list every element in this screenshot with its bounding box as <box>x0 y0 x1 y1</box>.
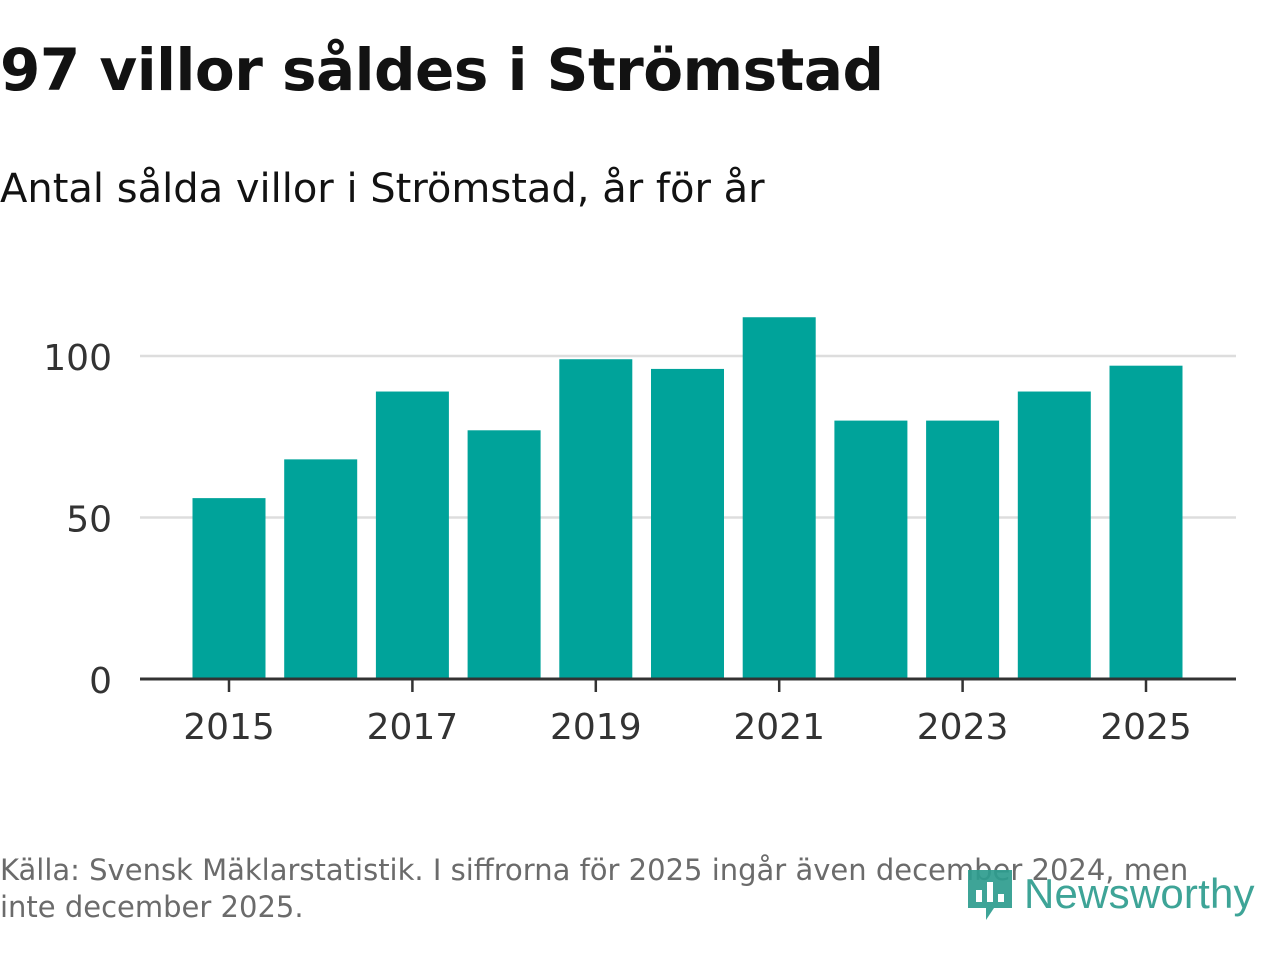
bar-2018 <box>467 430 541 679</box>
bar-2015 <box>192 498 266 679</box>
y-tick-label-50: 50 <box>66 500 112 541</box>
bar-2023 <box>926 420 1000 679</box>
bar-2021 <box>742 317 816 679</box>
newsworthy-logo-icon <box>968 870 1012 920</box>
bar-2022 <box>834 420 908 679</box>
x-tick-label-2019: 2019 <box>550 707 642 748</box>
chart-title: 97 villor såldes i Strömstad <box>0 36 884 104</box>
y-tick-label-0: 0 <box>89 661 112 702</box>
x-tick-label-2021: 2021 <box>733 707 825 748</box>
bar-2016 <box>284 459 358 679</box>
x-tick-label-2017: 2017 <box>367 707 459 748</box>
x-tick-label-2023: 2023 <box>917 707 1009 748</box>
newsworthy-logo: Newsworthy <box>964 864 1255 924</box>
x-tick-label-2015: 2015 <box>183 707 275 748</box>
bar-2024 <box>1017 391 1091 679</box>
chart-subtitle: Antal sålda villor i Strömstad, år för å… <box>0 166 765 212</box>
logo-text: Newsworthy <box>1024 870 1255 917</box>
bar-2025 <box>1109 365 1183 679</box>
bar-2020 <box>651 368 724 679</box>
bar-2019 <box>559 359 633 679</box>
x-tick-label-2025: 2025 <box>1100 707 1192 748</box>
bar-2017 <box>375 391 449 679</box>
y-tick-label-100: 100 <box>43 338 112 379</box>
